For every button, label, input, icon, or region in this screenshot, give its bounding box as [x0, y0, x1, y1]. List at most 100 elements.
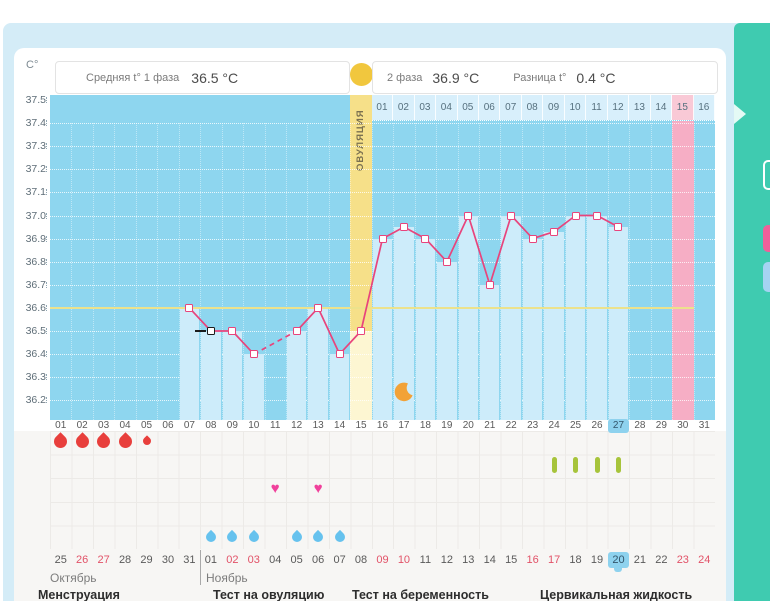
side-panel-button-pink[interactable] [763, 225, 770, 252]
calendar-date[interactable]: 05 [290, 554, 303, 566]
side-panel-button-blue[interactable] [763, 262, 770, 292]
cycle-day-label[interactable]: 06 [162, 420, 174, 431]
cycle-day-label[interactable]: 17 [398, 420, 410, 431]
cycle-day-label[interactable]: 03 [98, 420, 110, 431]
temp-point[interactable] [206, 327, 215, 335]
cycle-day-label[interactable]: 28 [634, 420, 646, 431]
cycle-day-label[interactable]: 25 [569, 420, 582, 431]
cycle-day-label[interactable]: 18 [419, 420, 431, 431]
calendar-date[interactable]: 17 [547, 554, 561, 566]
cycle-day-label[interactable]: 07 [183, 420, 195, 431]
calendar-date[interactable]: 24 [698, 554, 711, 566]
temp-point[interactable] [442, 257, 451, 266]
temp-point[interactable] [614, 223, 623, 232]
calendar-date[interactable]: 20 [607, 552, 630, 568]
temp-point[interactable] [550, 227, 559, 236]
cycle-day-label[interactable]: 31 [698, 420, 710, 431]
temp-point[interactable] [464, 211, 473, 220]
temp-bar [587, 215, 607, 420]
temp-point[interactable] [228, 327, 237, 335]
temp-point[interactable] [507, 211, 516, 220]
calendar-date[interactable]: 31 [183, 554, 196, 566]
cycle-day-label[interactable]: 22 [505, 420, 517, 431]
cycle-day-label[interactable]: 24 [548, 420, 560, 431]
calendar-date[interactable]: 18 [569, 554, 582, 566]
calendar-date[interactable]: 21 [633, 554, 647, 566]
calendar-date[interactable]: 04 [269, 554, 282, 566]
cycle-day-label[interactable]: 27 [607, 419, 630, 433]
phase2-day-cell: 07 [500, 95, 522, 120]
calendar-date[interactable]: 08 [354, 554, 368, 566]
calendar-date[interactable]: 09 [376, 554, 389, 566]
coverline [50, 306, 694, 309]
cycle-day-label[interactable]: 20 [462, 420, 474, 431]
y-axis-tick [46, 189, 47, 196]
calendar-date[interactable]: 14 [483, 554, 496, 566]
intercourse-icon: ♥ [313, 480, 323, 497]
calendar-date[interactable]: 26 [76, 554, 89, 566]
cycle-day-label[interactable]: 10 [248, 420, 260, 431]
temp-point[interactable] [249, 350, 258, 359]
temp-point[interactable] [593, 211, 602, 220]
calendar-date[interactable]: 02 [226, 554, 239, 566]
calendar-date[interactable]: 13 [462, 554, 475, 566]
y-axis-tick-label: 37.2 [25, 163, 46, 176]
calendar-date[interactable]: 01 [204, 554, 217, 566]
calendar-date[interactable]: 27 [97, 554, 110, 566]
calendar-date[interactable]: 06 [312, 554, 325, 566]
cycle-day-label[interactable]: 02 [76, 420, 88, 431]
diff-label: Разница t° [513, 71, 567, 84]
side-panel-button-outline[interactable] [763, 160, 770, 190]
cycle-day-label[interactable]: 19 [441, 420, 453, 431]
cycle-day-label[interactable]: 11 [270, 420, 281, 431]
legend-menstruation: Менструация [38, 588, 120, 601]
calendar-date[interactable]: 03 [247, 554, 260, 566]
cycle-day-label[interactable]: 30 [677, 420, 689, 431]
calendar-date[interactable]: 28 [118, 554, 132, 566]
cycle-day-label[interactable]: 16 [376, 420, 389, 431]
phase2-value: 36.9 °С [432, 69, 480, 86]
cycle-day-label[interactable]: 15 [355, 420, 367, 431]
temp-point[interactable] [399, 223, 408, 232]
calendar-date[interactable]: 30 [161, 554, 175, 566]
cycle-day-label[interactable]: 04 [119, 420, 131, 431]
temp-point[interactable] [292, 327, 301, 335]
temp-point[interactable] [485, 280, 494, 289]
calendar-date[interactable]: 25 [54, 554, 67, 566]
temp-point[interactable] [378, 234, 387, 243]
calendar-date[interactable]: 19 [590, 554, 604, 566]
calendar-date[interactable]: 22 [655, 554, 668, 566]
cycle-day-label[interactable]: 05 [140, 420, 153, 431]
cycle-day-label[interactable]: 08 [205, 420, 217, 431]
temp-point[interactable] [528, 234, 537, 243]
cycle-day-label[interactable]: 01 [55, 420, 67, 431]
calendar-date[interactable]: 07 [333, 554, 346, 566]
selected-point-handle[interactable] [194, 330, 206, 332]
cycle-day-label[interactable]: 09 [226, 420, 238, 431]
collapse-chevron-icon[interactable] [734, 104, 746, 124]
cycle-day-label[interactable]: 29 [655, 420, 667, 431]
phase2-day-cell: 15 [672, 95, 694, 120]
temp-point[interactable] [421, 234, 430, 243]
cycle-day-label[interactable]: 26 [591, 420, 603, 431]
calendar-date[interactable]: 16 [526, 554, 539, 566]
calendar-date[interactable]: 29 [140, 554, 153, 566]
calendar-date[interactable]: 10 [397, 554, 411, 566]
cycle-day-label[interactable]: 14 [334, 420, 346, 431]
y-axis-tick-label: 36.9 [25, 232, 46, 245]
calendar-date[interactable]: 15 [505, 554, 518, 566]
cycle-day-label[interactable]: 12 [291, 420, 303, 431]
temp-point[interactable] [314, 303, 323, 312]
temp-point[interactable] [335, 350, 344, 359]
phase2-day-cell: 10 [564, 95, 587, 120]
cycle-day-label[interactable]: 13 [312, 420, 324, 431]
temp-point[interactable] [185, 303, 194, 312]
temp-point[interactable] [357, 327, 366, 335]
phase2-day-cell: 13 [629, 95, 651, 120]
calendar-date[interactable]: 23 [676, 554, 689, 566]
calendar-date[interactable]: 11 [419, 554, 432, 566]
cycle-day-label[interactable]: 23 [527, 420, 539, 431]
cycle-day-label[interactable]: 21 [484, 420, 496, 431]
temp-point[interactable] [571, 211, 580, 220]
calendar-date[interactable]: 12 [440, 554, 453, 566]
